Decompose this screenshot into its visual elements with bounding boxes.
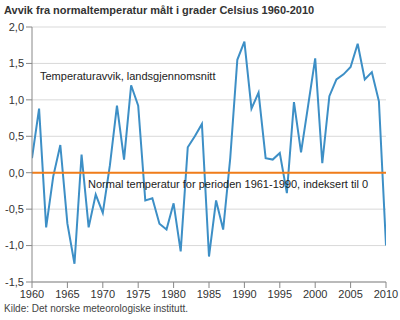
svg-text:-1,5: -1,5 [8, 276, 24, 288]
svg-text:1995: 1995 [268, 288, 292, 300]
svg-text:1985: 1985 [197, 288, 221, 300]
svg-text:2,0: 2,0 [9, 22, 24, 33]
svg-text:2005: 2005 [338, 288, 362, 300]
svg-text:1980: 1980 [161, 288, 185, 300]
svg-text:2010: 2010 [374, 288, 392, 300]
html-text:Temperaturavvik, landsgjennoms: Temperaturavvik, landsgjennomsnitt [40, 70, 216, 82]
svg-text:0,0: 0,0 [9, 167, 24, 179]
svg-text:1960: 1960 [20, 288, 44, 300]
svg-text:-0,5: -0,5 [8, 203, 24, 215]
html-text:Normal temperatur for perioden: Normal temperatur for perioden 1961-1990… [88, 178, 368, 191]
svg-text:1,0: 1,0 [9, 94, 24, 106]
svg-text:2000: 2000 [303, 288, 327, 300]
svg-text:1,5: 1,5 [9, 57, 24, 69]
svg-text:1970: 1970 [91, 288, 115, 300]
svg-text:0,5: 0,5 [9, 130, 24, 142]
svg-text:1975: 1975 [126, 288, 150, 300]
html-text:Avvik fra normaltemperatur mål: Avvik fra normaltemperatur målt i grader… [4, 4, 315, 16]
html-text:Kilde: Det norske meteorologis: Kilde: Det norske meteorologiske institu… [4, 303, 188, 314]
svg-text:-1,0: -1,0 [8, 239, 24, 251]
svg-text:1990: 1990 [232, 288, 256, 300]
svg-text:1965: 1965 [55, 288, 79, 300]
